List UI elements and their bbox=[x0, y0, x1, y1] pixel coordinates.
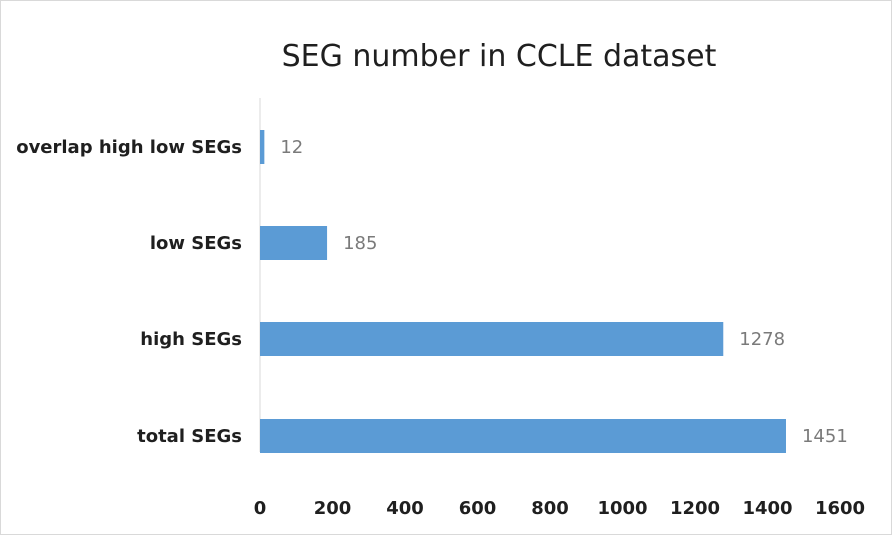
x-tick-label: 200 bbox=[314, 498, 352, 519]
x-tick-label: 0 bbox=[254, 498, 267, 519]
data-label: 1451 bbox=[802, 426, 848, 447]
category-label: overlap high low SEGs bbox=[16, 137, 242, 158]
x-tick-label: 1000 bbox=[597, 498, 647, 519]
bar bbox=[260, 419, 786, 453]
x-tick-label: 1600 bbox=[815, 498, 865, 519]
x-tick-label: 1200 bbox=[670, 498, 720, 519]
category-label: low SEGs bbox=[150, 233, 242, 254]
chart-title: SEG number in CCLE dataset bbox=[281, 39, 717, 74]
bar bbox=[260, 130, 265, 164]
data-label: 185 bbox=[343, 233, 377, 254]
data-label: 1278 bbox=[739, 329, 785, 350]
x-tick-label: 600 bbox=[459, 498, 497, 519]
bar bbox=[260, 322, 724, 356]
x-tick-label: 1400 bbox=[742, 498, 792, 519]
data-label: 12 bbox=[280, 137, 303, 158]
category-label: total SEGs bbox=[137, 426, 242, 447]
bar bbox=[260, 226, 328, 260]
category-label: high SEGs bbox=[140, 329, 242, 350]
x-tick-label: 400 bbox=[386, 498, 424, 519]
x-tick-label: 800 bbox=[531, 498, 569, 519]
